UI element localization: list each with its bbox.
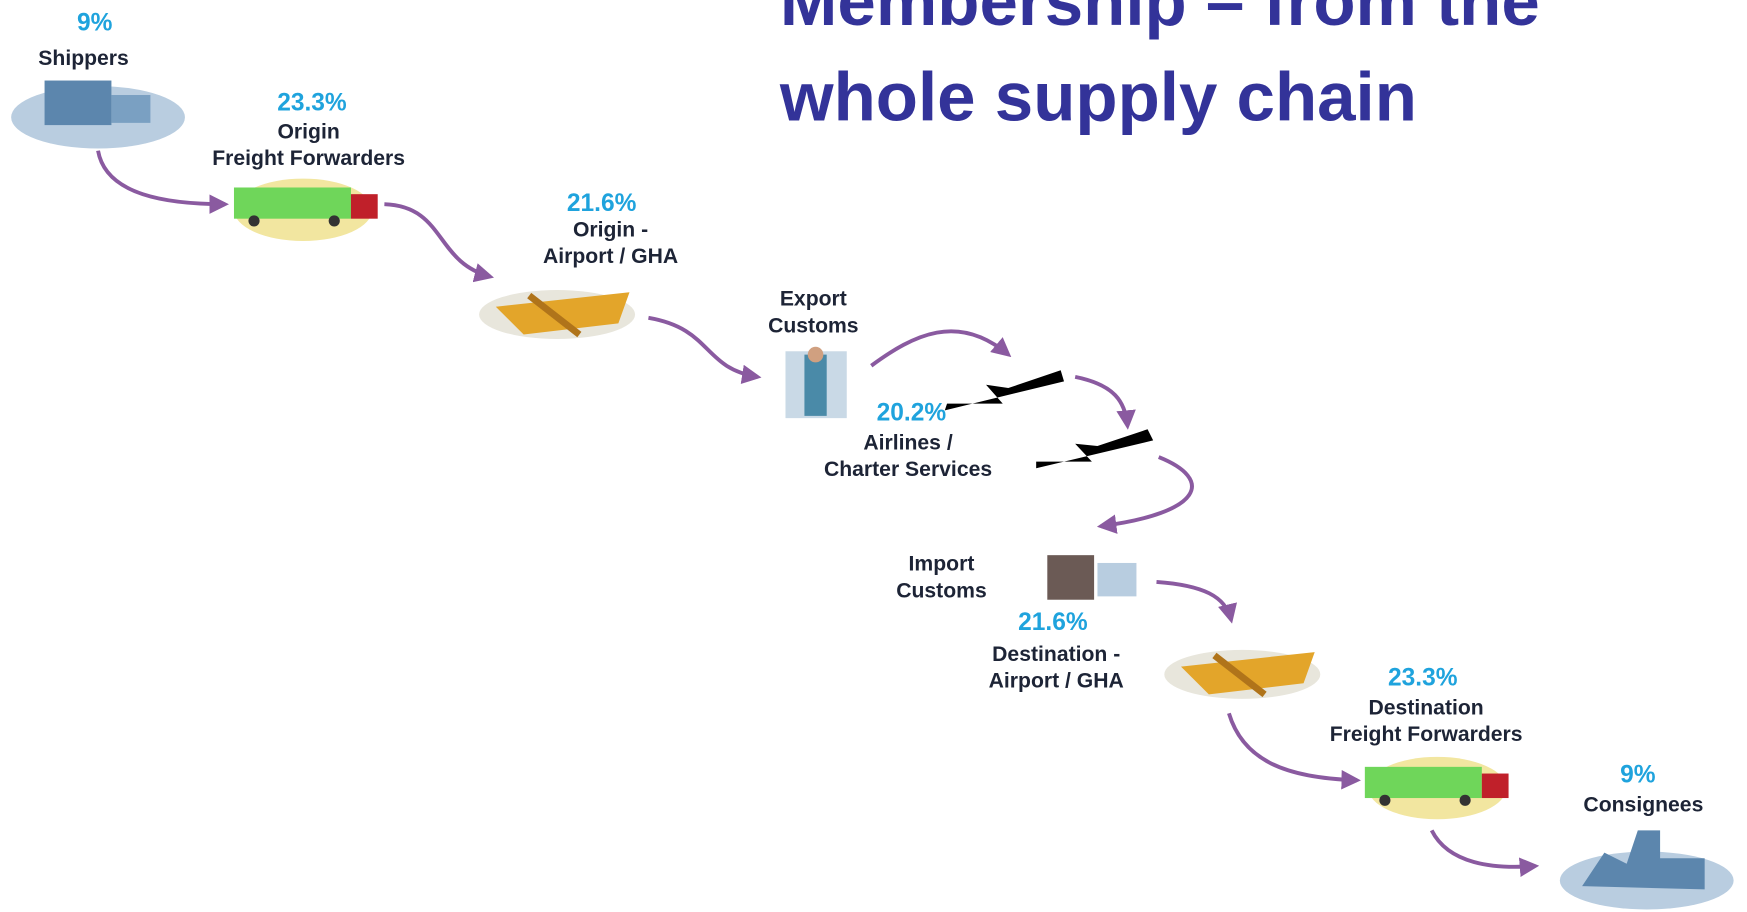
node-label: Destination - xyxy=(992,643,1120,666)
arrow xyxy=(1156,582,1231,620)
title-line: Membership – from the xyxy=(780,0,1540,40)
node-label: Airlines / xyxy=(863,431,952,454)
arrow xyxy=(1075,377,1127,426)
arrows xyxy=(98,151,1535,867)
percent-label: 21.6% xyxy=(1018,609,1088,636)
node-label: Airport / GHA xyxy=(543,245,678,268)
node-label: Freight Forwarders xyxy=(1330,723,1523,746)
node-label: Origin - xyxy=(573,219,648,242)
percent-label: 9% xyxy=(1620,761,1656,788)
arrow xyxy=(98,151,225,204)
airport-icon xyxy=(1164,650,1320,699)
plane-icon xyxy=(945,370,1153,468)
percent-label: 20.2% xyxy=(877,399,947,426)
node-label: Consignees xyxy=(1583,793,1703,816)
node-label: Customs xyxy=(768,314,859,337)
node-label: Export xyxy=(780,288,847,311)
node-label: Shippers xyxy=(38,47,129,70)
icons xyxy=(11,81,1733,910)
arrow xyxy=(1432,830,1536,866)
percent-label: 23.3% xyxy=(277,90,347,117)
arrow xyxy=(871,331,1008,365)
percent-label: 23.3% xyxy=(1388,665,1458,692)
node-label: Customs xyxy=(896,579,987,602)
arrow xyxy=(648,318,757,377)
truck-icon xyxy=(234,179,378,241)
node-label: Import xyxy=(909,553,975,576)
node-label: Airport / GHA xyxy=(989,670,1124,693)
customs-icon xyxy=(785,347,846,418)
node-label: Charter Services xyxy=(824,458,992,481)
airport-icon xyxy=(479,290,635,339)
title-line: whole supply chain xyxy=(779,58,1417,136)
node-label: Freight Forwarders xyxy=(212,147,405,170)
arrow xyxy=(384,204,490,276)
shippers-icon xyxy=(11,81,185,149)
diagram: Membership – from the whole supply chain 9… xyxy=(0,0,1747,912)
arrow xyxy=(1101,457,1192,526)
percent-label: 21.6% xyxy=(567,190,637,217)
truck-icon xyxy=(1365,757,1509,819)
import-customs-icon xyxy=(1047,555,1136,600)
percent-label: 9% xyxy=(77,9,113,36)
node-label: Origin xyxy=(277,120,339,143)
node-label: Destination xyxy=(1369,696,1484,719)
consignees-icon xyxy=(1560,830,1734,909)
